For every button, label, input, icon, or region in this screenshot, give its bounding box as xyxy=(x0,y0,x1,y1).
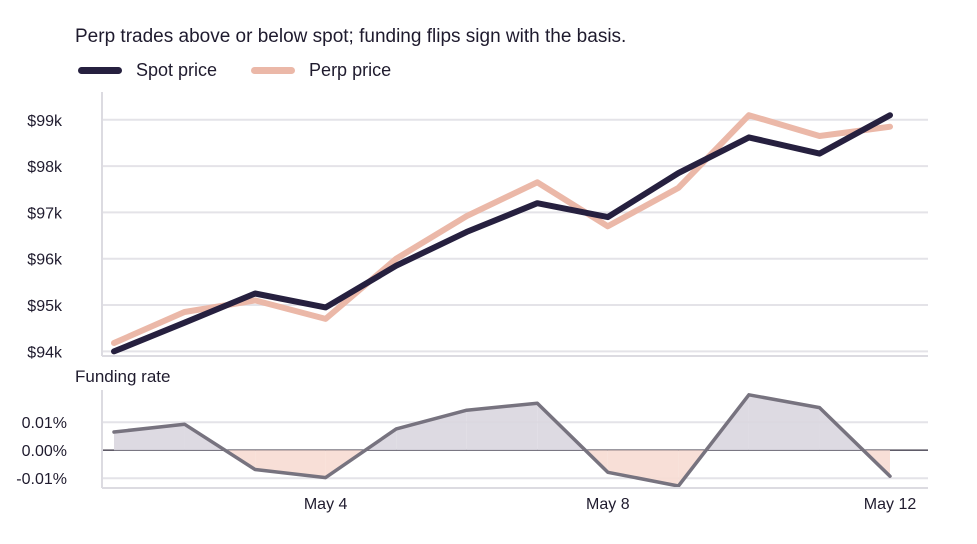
legend-item-perp: Perp price xyxy=(251,60,391,81)
legend-swatch-perp xyxy=(251,67,296,74)
line-perp xyxy=(111,112,893,346)
line-spot xyxy=(111,112,893,355)
legend-label-spot: Spot price xyxy=(136,60,218,80)
x-tick: May 12 xyxy=(864,496,917,513)
line-funding xyxy=(112,393,892,488)
funding-panel-label: Funding rate xyxy=(75,367,170,386)
legend-label-perp: Perp price xyxy=(309,60,392,80)
funding-area-segment xyxy=(607,450,679,487)
funding-area-segment xyxy=(396,410,467,451)
funding-area-segment xyxy=(466,403,538,451)
x-tick-labels: May 4 May 8 May 12 xyxy=(304,496,916,513)
price-y-tick: $95k xyxy=(27,298,63,315)
price-series xyxy=(111,112,893,355)
legend: Spot price Perp price xyxy=(78,60,425,81)
price-y-tick: $94k xyxy=(27,344,63,361)
funding-y-tick: 0.00% xyxy=(22,443,67,460)
price-y-tick: $96k xyxy=(27,252,63,269)
funding-y-tick: -0.01% xyxy=(16,471,67,488)
funding-y-tick-labels: 0.01% 0.00% -0.01% xyxy=(16,415,67,488)
x-tick: May 8 xyxy=(586,496,630,513)
price-y-tick: $99k xyxy=(27,113,63,130)
price-gridlines xyxy=(102,118,928,353)
funding-area-segment xyxy=(748,394,820,451)
chart-title: Perp trades above or below spot; funding… xyxy=(75,26,627,47)
legend-item-spot: Spot price xyxy=(78,60,217,81)
funding-series xyxy=(112,393,892,488)
axes xyxy=(101,92,928,489)
price-y-tick: $98k xyxy=(27,159,63,176)
price-y-tick: $97k xyxy=(27,205,63,222)
funding-y-tick: 0.01% xyxy=(22,415,67,432)
x-tick: May 4 xyxy=(304,496,348,513)
legend-swatch-spot xyxy=(78,67,122,74)
price-y-tick-labels: $94k $95k $96k $97k $98k $99k xyxy=(27,113,63,362)
